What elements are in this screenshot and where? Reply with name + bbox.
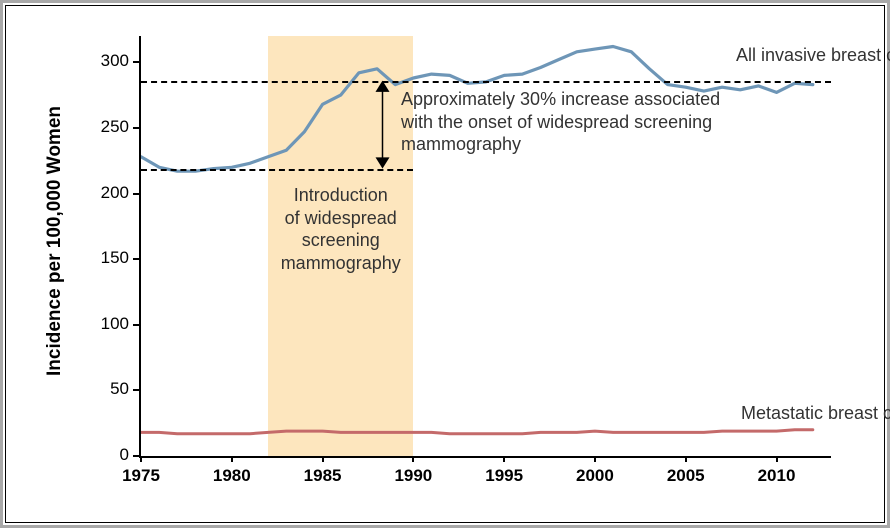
x-tick	[322, 456, 324, 462]
x-tick-label: 2005	[656, 466, 716, 486]
x-tick-label: 2000	[565, 466, 625, 486]
annotation-introduction: Introductionof widespreadscreeningmammog…	[263, 184, 418, 274]
y-tick	[133, 389, 139, 391]
y-tick	[133, 258, 139, 260]
x-tick	[231, 456, 233, 462]
x-tick-label: 1975	[111, 466, 171, 486]
annotation-increase: Approximately 30% increase associatedwit…	[401, 88, 720, 156]
x-tick	[503, 456, 505, 462]
y-tick	[133, 324, 139, 326]
series-label-metastatic: Metastatic breast cancer	[741, 402, 831, 425]
x-tick-label: 1995	[474, 466, 534, 486]
x-tick-label: 1990	[383, 466, 443, 486]
y-tick-label: 50	[69, 379, 129, 399]
x-tick-label: 2010	[747, 466, 807, 486]
y-axis-title: Incidence per 100,000 Women	[44, 106, 66, 376]
increase-arrow-head	[376, 157, 390, 168]
x-axis-line	[139, 456, 831, 458]
y-tick-label: 300	[69, 51, 129, 71]
x-tick	[685, 456, 687, 462]
x-tick	[776, 456, 778, 462]
x-tick-label: 1985	[293, 466, 353, 486]
y-tick-label: 250	[69, 117, 129, 137]
inner-frame: All invasive breast cancers Metastatic b…	[5, 5, 885, 523]
y-tick	[133, 127, 139, 129]
series-label-all-invasive: All invasive breast cancers	[736, 44, 831, 67]
y-tick-label: 100	[69, 314, 129, 334]
x-tick	[594, 456, 596, 462]
line-metastatic	[141, 430, 813, 434]
y-tick	[133, 455, 139, 457]
x-tick	[140, 456, 142, 462]
x-tick-label: 1980	[202, 466, 262, 486]
y-tick	[133, 61, 139, 63]
y-tick-label: 200	[69, 183, 129, 203]
x-tick	[412, 456, 414, 462]
plot-area: All invasive breast cancers Metastatic b…	[141, 36, 831, 456]
y-tick	[133, 193, 139, 195]
y-tick-label: 150	[69, 248, 129, 268]
reference-line-upper	[141, 81, 831, 83]
reference-line-lower	[141, 169, 413, 171]
outer-frame: All invasive breast cancers Metastatic b…	[0, 0, 890, 528]
y-axis-line	[139, 36, 141, 456]
y-tick-label: 0	[69, 445, 129, 465]
